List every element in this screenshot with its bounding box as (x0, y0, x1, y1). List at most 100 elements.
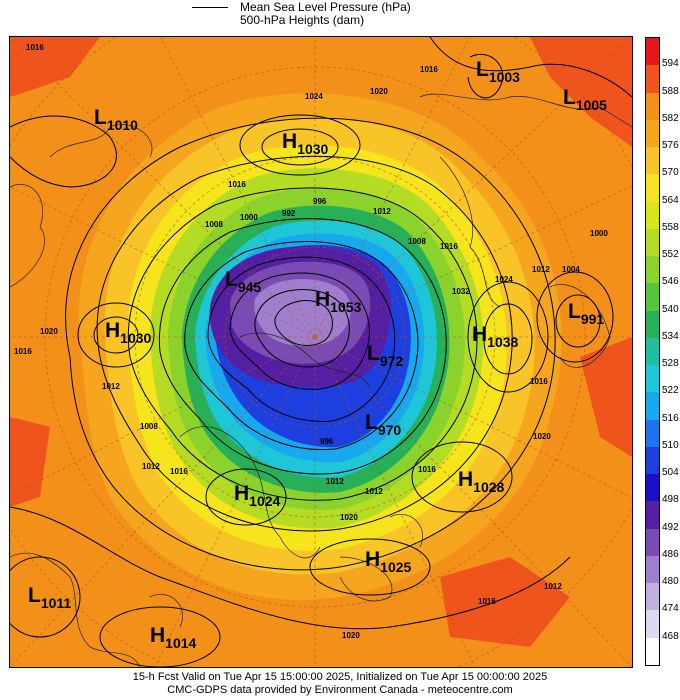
isobar-label: 1004 (562, 265, 580, 274)
pressure-low-marker: L1003 (476, 58, 520, 85)
colorbar-segment (646, 583, 659, 611)
isobar-label: 1000 (240, 213, 258, 222)
colorbar-tick-label: 528 (662, 358, 679, 370)
pressure-high-marker: H1028 (458, 468, 505, 495)
colorbar-tick-label: 582 (662, 112, 679, 124)
isobar-label: 1012 (365, 487, 383, 496)
colorbar-segment (646, 637, 659, 666)
colorbar-segment (646, 501, 659, 530)
isobar-label: 1016 (530, 377, 548, 386)
colorbar-segment (646, 147, 659, 175)
isobars (10, 37, 632, 667)
pressure-high-marker: H1038 (472, 323, 519, 350)
colorbar-segment (646, 92, 659, 121)
pressure-low-marker: L1010 (94, 106, 138, 133)
pressure-high-marker: H1025 (365, 548, 412, 575)
map-footer: 15-h Fcst Valid on Tue Apr 15 15:00:00 2… (0, 671, 680, 697)
colorbar-tick-label: 492 (662, 521, 679, 533)
isobar-label: 1012 (142, 462, 160, 471)
isobar-label: 1008 (205, 220, 223, 229)
pressure-low-marker: L945 (225, 268, 262, 295)
legend-header: Mean Sea Level Pressure (hPa) 500-hPa He… (0, 0, 680, 36)
isobar-label: 1020 (340, 513, 358, 522)
colorbar-tick-label: 498 (662, 494, 679, 506)
colorbar-tick-label: 516 (662, 412, 679, 424)
isobar-label: 1016 (170, 467, 188, 476)
colorbar-tick-label: 570 (662, 167, 679, 179)
isobar-label: 996 (313, 197, 327, 206)
pressure-high-marker: H1014 (150, 624, 197, 651)
pressure-high-marker: H1053 (315, 288, 362, 315)
isobar-label: 1020 (370, 87, 388, 96)
pressure-low-marker: L972 (367, 342, 404, 369)
colorbar-tick-label: 534 (662, 330, 679, 342)
colorbar-segment (646, 474, 659, 502)
colorbar-segment (646, 610, 659, 639)
forecast-map: L1003 L1005 L1010 H1030 L945 H1053 L972 … (9, 36, 633, 668)
colorbar-tick-label: 564 (662, 194, 679, 206)
colorbar-segment (646, 365, 659, 393)
isobar-label: 1016 (228, 180, 246, 189)
colorbar-segment (646, 38, 659, 66)
isobar-label: 1016 (478, 597, 496, 606)
isobar-label: 1012 (102, 382, 120, 391)
colorbar-tick-label: 552 (662, 249, 679, 261)
colorbar-segment (646, 65, 659, 93)
isobar-label: 1016 (14, 347, 32, 356)
mslp-legend-label: Mean Sea Level Pressure (hPa) (240, 0, 411, 14)
isobar-label: 1016 (440, 242, 458, 251)
colorbar-tick-label: 486 (662, 548, 679, 560)
colorbar-tick-label: 468 (662, 630, 679, 642)
colorbar-segment (646, 310, 659, 339)
colorbar-segment (646, 256, 659, 284)
isobar-label: 1012 (544, 582, 562, 591)
map-canvas (10, 37, 632, 667)
colorbar-tick-label: 522 (662, 385, 679, 397)
isobar-label: 1024 (305, 92, 323, 101)
colorbar-tick-label: 558 (662, 221, 679, 233)
isobar-label: 1032 (452, 287, 470, 296)
colorbar-segment (646, 283, 659, 312)
pressure-high-marker: H1024 (234, 482, 281, 509)
colorbar-segment (646, 228, 659, 257)
height-band-474 (254, 279, 351, 347)
colorbar-tick-label: 546 (662, 276, 679, 288)
pressure-low-marker: L970 (365, 411, 402, 438)
isobar-label: 1020 (40, 327, 58, 336)
mslp-legend-line (192, 7, 228, 8)
colorbar-segment (646, 174, 659, 203)
forecast-valid-text: 15-h Fcst Valid on Tue Apr 15 15:00:00 2… (132, 671, 548, 683)
isobar-label: 1024 (495, 275, 513, 284)
isobar-label: 1000 (590, 229, 608, 238)
colorbar-tick-label: 594 (662, 58, 679, 70)
colorbar-segment (646, 419, 659, 448)
colorbar-segment (646, 528, 659, 557)
isobar-label: 1008 (408, 237, 426, 246)
colorbar-segment (646, 446, 659, 475)
colorbar-tick-label: 540 (662, 303, 679, 315)
colorbar-segment (646, 337, 659, 366)
graticule (10, 37, 632, 667)
isobar-label: 1016 (26, 43, 44, 52)
isobar-label: 1012 (532, 265, 550, 274)
data-credit-text: CMC-GDPS data provided by Environment Ca… (167, 684, 513, 696)
isobar-label: 1016 (418, 465, 436, 474)
colorbar-tick-label: 588 (662, 85, 679, 97)
colorbar-segment (646, 392, 659, 421)
isobar-label: 1012 (326, 477, 344, 486)
pressure-high-marker: H1030 (105, 319, 152, 346)
coastlines (10, 93, 632, 667)
pressure-low-marker: L1005 (563, 86, 607, 113)
pressure-low-marker: L991 (568, 300, 605, 327)
colorbar-tick-label: 576 (662, 140, 679, 152)
colorbar-segment (646, 201, 659, 230)
isobar-label: 1020 (342, 631, 360, 640)
colorbar-tick-label: 510 (662, 439, 679, 451)
isobar-label: 1012 (373, 207, 391, 216)
isobar-label: 1016 (420, 65, 438, 74)
colorbar-tick-label: 504 (662, 467, 679, 479)
isobar-label: 1008 (140, 422, 158, 431)
isobar-label: 992 (282, 209, 296, 218)
colorbar-tick-label: 474 (662, 603, 679, 615)
heights-legend-label: 500-hPa Heights (dam) (240, 13, 365, 27)
